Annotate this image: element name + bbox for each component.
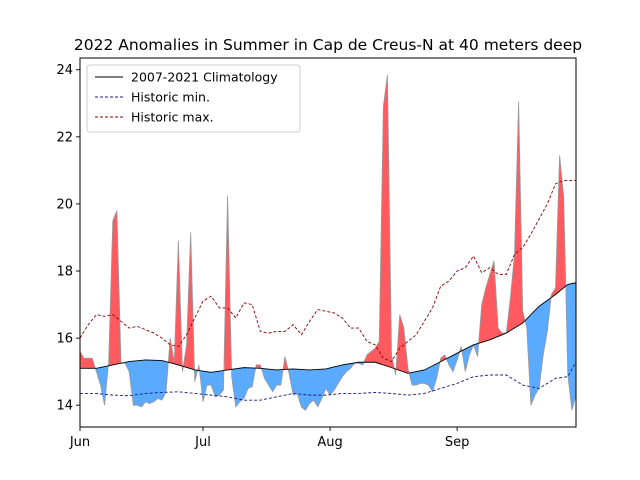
below-anomaly-area xyxy=(261,368,284,392)
x-axis: Jun Jul Aug Sep xyxy=(69,427,470,450)
below-anomaly-area xyxy=(199,370,225,402)
climatology-line xyxy=(80,282,577,374)
x-tick-label: Jun xyxy=(69,435,90,450)
above-anomaly-area xyxy=(364,74,395,369)
above-anomaly-area xyxy=(224,195,232,371)
above-anomaly-area xyxy=(551,155,567,298)
above-anomaly-area xyxy=(108,210,122,366)
below-anomaly-area xyxy=(231,367,256,407)
below-anomaly-area xyxy=(121,359,169,407)
below-anomaly-area xyxy=(566,282,576,411)
y-axis: 14 16 18 20 22 24 xyxy=(56,63,80,414)
x-tick-label: Jul xyxy=(194,435,211,450)
below-anomaly-area xyxy=(525,297,552,406)
above-anomaly-area xyxy=(183,232,195,370)
y-tick-label: 22 xyxy=(56,130,73,145)
y-tick-label: 24 xyxy=(56,63,73,78)
y-tick-label: 16 xyxy=(56,332,73,347)
y-tick-label: 14 xyxy=(56,399,73,414)
legend-label: Historic min. xyxy=(131,90,210,105)
plot-frame xyxy=(79,57,577,428)
above-anomaly-area xyxy=(396,314,410,374)
above-anomaly-area xyxy=(478,101,526,344)
below-anomaly-area xyxy=(446,351,460,372)
below-anomaly-area xyxy=(409,361,441,392)
below-anomaly-area xyxy=(288,362,365,411)
anomaly-fills xyxy=(80,74,576,411)
y-tick-label: 18 xyxy=(56,265,73,280)
below-anomaly-area xyxy=(462,343,479,372)
above-anomaly-area xyxy=(440,354,447,362)
above-anomaly-area xyxy=(80,351,96,369)
legend-box xyxy=(86,64,301,133)
x-tick-label: Sep xyxy=(445,435,470,450)
legend-label: 2007-2021 Climatology xyxy=(131,70,278,85)
historic-min-line xyxy=(80,361,577,401)
x-tick-label: Aug xyxy=(317,435,342,450)
legend: 2007-2021 Climatology Historic min. Histor… xyxy=(86,64,301,133)
y-tick-label: 20 xyxy=(56,197,73,212)
chart-title: 2022 Anomalies in Summer in Cap de Creus… xyxy=(74,36,582,54)
historic-max-line xyxy=(79,179,576,363)
series-lines xyxy=(79,74,577,411)
above-anomaly-area xyxy=(255,364,262,369)
legend-label: Historic max. xyxy=(131,110,214,125)
observed-temperature-line xyxy=(79,74,577,411)
